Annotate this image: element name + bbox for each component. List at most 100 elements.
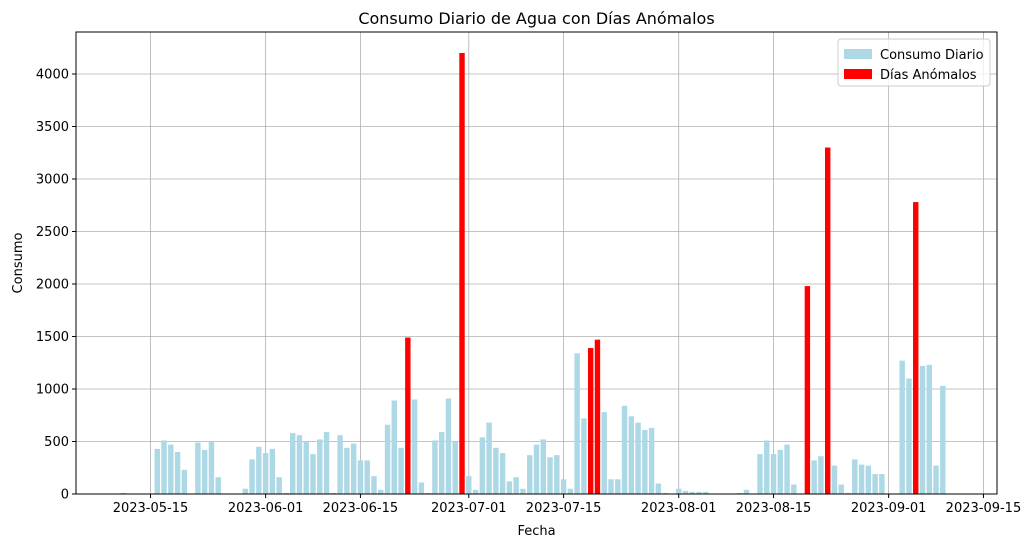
bar-consumo-diario xyxy=(662,492,668,494)
y-tick-label: 2500 xyxy=(36,225,69,240)
bar-consumo-diario xyxy=(628,416,635,494)
bar-consumo-diario xyxy=(391,400,397,494)
bar-consumo-diario xyxy=(926,364,932,494)
bar-consumo-diario xyxy=(533,444,540,494)
bar-consumo-diario xyxy=(350,443,357,494)
bar-consumo-diario xyxy=(703,491,709,494)
bar-dia-anomalo xyxy=(459,53,465,494)
bar-consumo-diario xyxy=(120,492,127,494)
bar-consumo-diario xyxy=(493,447,499,494)
y-tick-label: 3500 xyxy=(36,120,69,135)
bar-consumo-diario xyxy=(635,422,641,494)
bars xyxy=(120,53,946,494)
y-axis: 0 500 1000 1500 2000 2500 3000 3500 4000 xyxy=(36,68,76,503)
bar-consumo-diario xyxy=(615,479,621,494)
bar-consumo-diario xyxy=(676,488,682,494)
bar-consumo-diario xyxy=(310,454,316,494)
bar-consumo-diario xyxy=(838,484,844,494)
bar-consumo-diario xyxy=(506,481,513,494)
x-axis-label: Fecha xyxy=(517,524,555,539)
bar-consumo-diario xyxy=(540,439,546,494)
bar-consumo-diario xyxy=(262,453,269,494)
bar-consumo-diario xyxy=(831,465,838,494)
bar-dia-anomalo xyxy=(594,339,601,494)
y-axis-label: Consumo xyxy=(11,233,26,294)
bar-consumo-diario xyxy=(479,437,486,494)
legend-box xyxy=(837,38,991,87)
bar-consumo-diario xyxy=(696,491,702,494)
bar-consumo-diario xyxy=(283,492,289,494)
x-tick-label: 2023-07-01 xyxy=(431,501,507,516)
y-tick-label: 500 xyxy=(44,435,69,450)
bar-consumo-diario xyxy=(682,490,689,494)
bar-consumo-diario xyxy=(432,440,438,494)
bar-consumo-diario xyxy=(791,484,797,494)
bar-consumo-diario xyxy=(215,477,221,494)
bar-consumo-diario xyxy=(764,440,770,494)
bar-consumo-diario xyxy=(371,476,377,494)
bar-dia-anomalo xyxy=(824,147,831,494)
y-tick-label: 1500 xyxy=(36,330,69,345)
bar-consumo-diario xyxy=(445,398,452,494)
bar-consumo-diario xyxy=(378,489,384,494)
bar-consumo-diario xyxy=(581,418,587,494)
bar-consumo-diario xyxy=(452,441,458,494)
x-tick-label: 2023-08-15 xyxy=(736,501,812,516)
bar-consumo-diario xyxy=(879,474,885,494)
bar-consumo-diario xyxy=(520,488,526,494)
bar-dia-anomalo xyxy=(913,202,919,494)
bar-consumo-diario xyxy=(872,474,878,494)
bar-dia-anomalo xyxy=(804,286,811,494)
bar-consumo-diario xyxy=(249,459,255,494)
bar-consumo-diario xyxy=(818,456,824,494)
bar-consumo-diario xyxy=(168,444,174,494)
bar-consumo-diario xyxy=(567,488,574,494)
bar-consumo-diario xyxy=(323,432,330,494)
grid xyxy=(76,32,997,495)
x-axis: 2023-05-15 2023-06-01 2023-06-15 2023-07-01… xyxy=(113,494,1022,516)
legend-label-dias-anomalos: Días Anómalos xyxy=(880,68,977,83)
bar-consumo-diario xyxy=(574,353,580,494)
bar-consumo-diario xyxy=(195,442,201,494)
x-tick-label: 2023-06-01 xyxy=(228,501,304,516)
legend-swatch-dias-anomalos xyxy=(844,69,872,79)
bar-dia-anomalo xyxy=(587,348,594,494)
bar-consumo-diario xyxy=(852,459,858,494)
bar-consumo-diario xyxy=(201,449,208,494)
bar-consumo-diario xyxy=(486,422,492,494)
bar-consumo-diario xyxy=(784,444,790,494)
bar-consumo-diario xyxy=(276,477,282,494)
bar-consumo-diario xyxy=(296,435,303,494)
bar-consumo-diario xyxy=(425,492,431,494)
bar-consumo-diario xyxy=(269,448,276,494)
bar-consumo-diario xyxy=(398,447,404,494)
y-tick-label: 0 xyxy=(61,488,69,503)
x-tick-label: 2023-07-15 xyxy=(526,501,602,516)
bar-consumo-diario xyxy=(411,399,418,494)
bar-consumo-diario xyxy=(919,365,926,494)
bar-consumo-diario xyxy=(689,491,695,494)
bar-consumo-diario xyxy=(499,453,506,494)
bar-consumo-diario xyxy=(384,424,391,494)
legend-label-consumo-diario: Consumo Diario xyxy=(880,48,984,63)
bar-consumo-diario xyxy=(289,433,296,494)
bar-consumo-diario xyxy=(648,427,655,494)
bar-consumo-diario xyxy=(256,446,262,494)
bar-consumo-diario xyxy=(337,435,343,494)
x-tick-label: 2023-09-15 xyxy=(946,501,1022,516)
bar-consumo-diario xyxy=(317,439,323,494)
bar-consumo-diario xyxy=(357,460,364,494)
bar-consumo-diario xyxy=(418,482,425,494)
bar-consumo-diario xyxy=(364,460,370,494)
bar-consumo-diario xyxy=(303,441,309,494)
bar-consumo-diario xyxy=(655,483,662,494)
bar-consumo-diario xyxy=(472,489,479,494)
bar-consumo-diario xyxy=(621,405,628,494)
bar-consumo-diario xyxy=(208,441,215,494)
y-tick-label: 4000 xyxy=(36,68,69,83)
bar-consumo-diario xyxy=(154,448,160,494)
y-tick-label: 2000 xyxy=(36,278,69,293)
bar-consumo-diario xyxy=(770,454,777,494)
bar-consumo-diario xyxy=(438,432,445,494)
bar-consumo-diario xyxy=(899,360,905,494)
